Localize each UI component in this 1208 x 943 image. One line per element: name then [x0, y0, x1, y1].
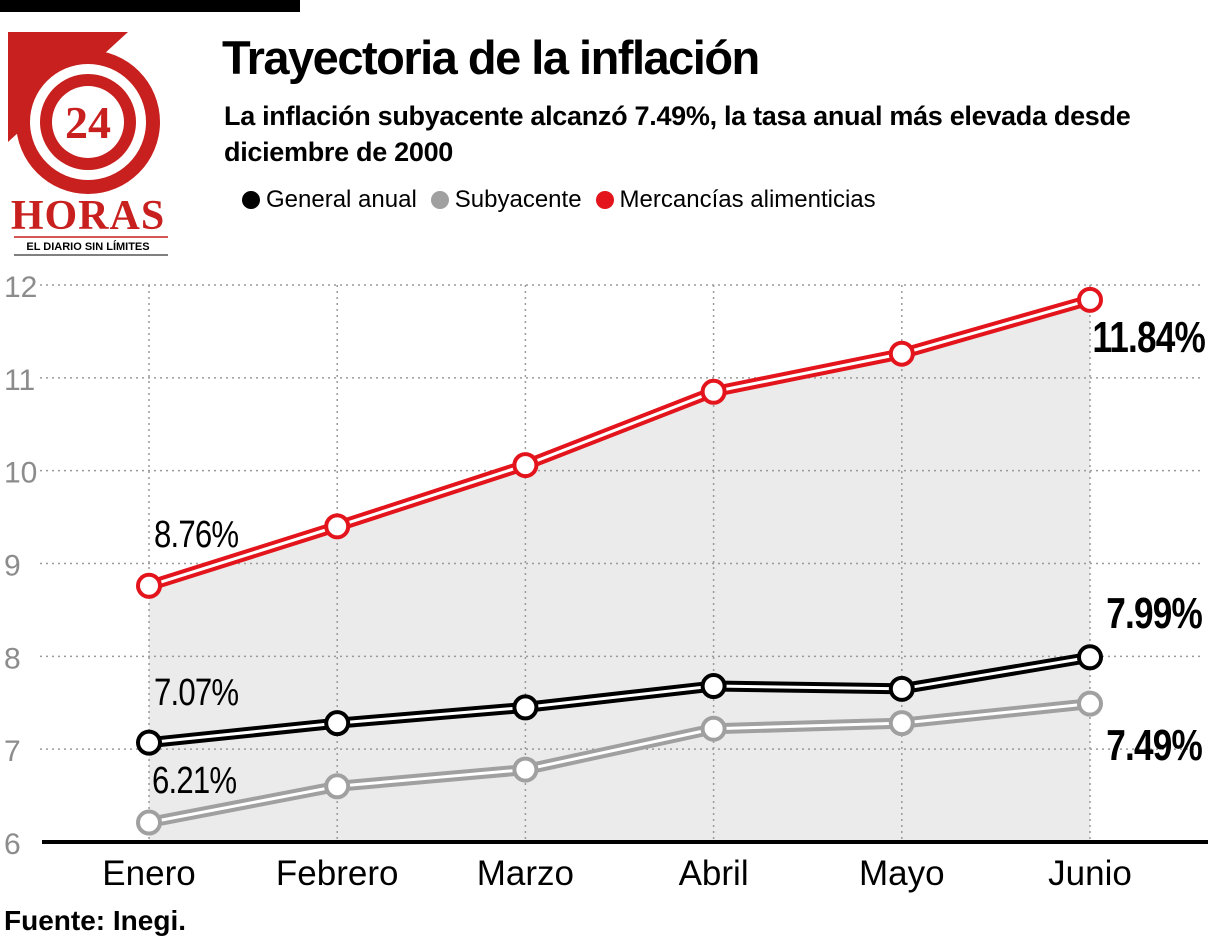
data-point — [324, 773, 351, 800]
data-point — [700, 378, 727, 405]
data-point — [700, 673, 727, 700]
y-tick-label: 9 — [4, 550, 21, 583]
y-tick-label: 8 — [4, 642, 21, 675]
logo: 24 HORAS EL DIARIO SIN LÍMITES — [8, 32, 168, 256]
logo-emblem — [8, 32, 160, 194]
x-tick-label: Junio — [1048, 854, 1132, 893]
source-note: Fuente: Inegi. — [4, 905, 186, 936]
legend: General anual Subyacente Mercancías alim… — [242, 186, 876, 214]
data-label: 7.49% — [1106, 721, 1202, 770]
chart-subtitle: La inflación subyacente alcanzó 7.49%, l… — [224, 101, 1131, 167]
data-point — [324, 513, 351, 540]
data-point — [1077, 644, 1103, 671]
series-line-inner — [148, 702, 1091, 824]
series-line-inner — [148, 655, 1091, 745]
data-point — [512, 452, 539, 479]
legend-label-general: General anual — [266, 186, 417, 213]
top-accent-bar — [0, 0, 300, 12]
legend-swatch-general — [242, 191, 260, 209]
data-label: 6.21% — [152, 760, 236, 802]
data-point — [700, 715, 727, 742]
data-point — [136, 809, 162, 836]
data-point — [1077, 690, 1103, 717]
y-tick-label: 11 — [4, 364, 35, 397]
legend-swatch-alimenticias — [595, 191, 614, 209]
chart-title: Trayectoria de la inflación — [222, 31, 760, 84]
data-point — [512, 694, 539, 721]
data-point — [136, 572, 162, 599]
logo-word: HORAS — [11, 193, 165, 239]
y-tick-label: 10 — [4, 457, 37, 490]
data-point — [888, 675, 915, 702]
legend-item-subyacente: Subyacente — [430, 186, 582, 214]
x-tick-label: Mayo — [859, 854, 945, 893]
y-tick-label: 7 — [4, 735, 21, 768]
x-tick-label: Abril — [679, 854, 749, 893]
legend-item-general: General anual — [242, 186, 417, 214]
y-tick-label: 6 — [4, 828, 21, 861]
data-label: 7.99% — [1106, 589, 1202, 638]
legend-item-alimenticias: Mercancías alimenticias — [595, 186, 876, 214]
area-fill — [149, 299, 1090, 842]
data-point — [512, 756, 539, 783]
data-label: 7.07% — [154, 672, 238, 714]
x-tick-label: Febrero — [276, 854, 399, 893]
data-point — [136, 729, 162, 756]
logo-tagline: EL DIARIO SIN LÍMITES — [26, 240, 149, 253]
legend-label-subyacente: Subyacente — [454, 186, 582, 213]
series-line-inner — [148, 298, 1091, 588]
legend-swatch-subyacente — [430, 191, 449, 209]
data-label: 8.76% — [154, 514, 238, 556]
logo-number: 24 — [65, 97, 111, 148]
data-point — [324, 710, 351, 737]
x-tick-label: Enero — [102, 854, 195, 893]
data-point — [1077, 286, 1103, 313]
data-point — [888, 710, 915, 737]
data-label: 11.84% — [1092, 313, 1205, 362]
y-tick-label: 12 — [4, 271, 37, 304]
legend-label-alimenticias: Mercancías alimenticias — [619, 186, 876, 213]
x-tick-label: Marzo — [477, 854, 574, 893]
data-point — [888, 340, 915, 367]
